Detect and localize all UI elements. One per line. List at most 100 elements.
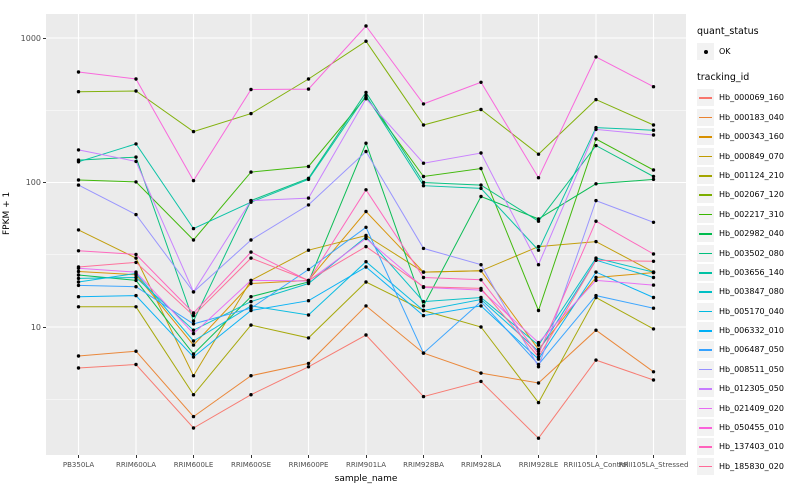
line-key-icon bbox=[697, 380, 714, 398]
data-point bbox=[191, 328, 196, 332]
data-point bbox=[76, 273, 81, 277]
data-point bbox=[651, 275, 656, 280]
data-point bbox=[364, 260, 368, 264]
legend-item-label: Hb_006487_050 bbox=[719, 345, 784, 355]
data-point bbox=[134, 142, 138, 146]
x-tick-label: RRIM600SE bbox=[230, 461, 272, 469]
data-point bbox=[651, 177, 656, 182]
data-point bbox=[191, 352, 196, 356]
legend-item-Hb_003656_140: Hb_003656_140 bbox=[697, 263, 800, 281]
data-point bbox=[306, 87, 311, 91]
data-point bbox=[421, 394, 426, 399]
data-point bbox=[421, 270, 426, 274]
legend-item-label: Hb_005170_040 bbox=[719, 306, 784, 316]
legend-item-label: Hb_003656_140 bbox=[719, 267, 784, 277]
data-point bbox=[536, 343, 541, 347]
line-key-icon bbox=[697, 322, 714, 340]
data-point bbox=[306, 361, 311, 366]
legend-item-Hb_021409_020: Hb_021409_020 bbox=[697, 399, 800, 417]
data-point bbox=[364, 24, 368, 28]
data-point bbox=[421, 308, 426, 313]
data-point bbox=[191, 355, 196, 359]
legend-item-Hb_003502_080: Hb_003502_080 bbox=[697, 244, 800, 262]
y-tick-label: 1000 bbox=[20, 33, 41, 43]
data-point bbox=[191, 290, 196, 294]
data-point bbox=[594, 127, 598, 132]
data-point bbox=[134, 252, 138, 257]
data-point bbox=[594, 182, 598, 186]
x-tick-label: RRIM600LE bbox=[173, 461, 214, 469]
data-point bbox=[364, 265, 368, 269]
data-point bbox=[536, 244, 541, 249]
data-point bbox=[651, 220, 656, 224]
data-point bbox=[134, 89, 138, 93]
legend-item-label: Hb_012305_050 bbox=[719, 384, 784, 394]
legend-item-Hb_001124_210: Hb_001124_210 bbox=[697, 166, 800, 184]
legend-item-Hb_003847_080: Hb_003847_080 bbox=[697, 283, 800, 301]
y-tick-mark bbox=[43, 182, 46, 183]
data-point bbox=[134, 362, 138, 367]
data-point bbox=[191, 343, 196, 347]
line-key-icon bbox=[697, 283, 714, 301]
legend-item-label: Hb_002067_120 bbox=[719, 190, 784, 200]
data-point bbox=[479, 269, 483, 273]
data-point bbox=[479, 263, 483, 267]
data-point bbox=[191, 319, 196, 323]
data-point bbox=[364, 141, 368, 145]
x-tick-mark bbox=[78, 455, 79, 458]
data-point bbox=[306, 203, 311, 207]
data-point bbox=[364, 93, 368, 98]
data-point bbox=[134, 212, 138, 217]
line-key-icon bbox=[697, 186, 714, 204]
x-tick-mark bbox=[365, 455, 367, 458]
x-tick-mark bbox=[193, 455, 194, 458]
legend-item-label: Hb_002217_310 bbox=[719, 209, 784, 219]
data-point bbox=[536, 219, 541, 223]
legend-item-Hb_000849_070: Hb_000849_070 bbox=[697, 147, 800, 165]
data-point bbox=[191, 331, 196, 336]
line-key-icon bbox=[697, 89, 714, 107]
data-point bbox=[364, 39, 368, 43]
data-point bbox=[191, 339, 196, 343]
data-point bbox=[594, 219, 598, 223]
data-point bbox=[364, 90, 368, 95]
data-point bbox=[364, 225, 368, 229]
data-point bbox=[421, 174, 426, 179]
legend-item-label: Hb_000183_040 bbox=[719, 112, 784, 122]
legend-item-Hb_012305_050: Hb_012305_050 bbox=[697, 380, 800, 398]
data-point bbox=[306, 196, 311, 200]
data-point bbox=[364, 97, 368, 101]
data-point bbox=[536, 248, 541, 252]
data-point bbox=[191, 374, 196, 378]
data-point bbox=[651, 270, 656, 274]
data-point bbox=[421, 313, 426, 318]
data-point bbox=[191, 393, 196, 397]
data-point bbox=[536, 176, 541, 180]
data-point bbox=[594, 55, 598, 59]
line-key-icon bbox=[697, 360, 714, 378]
line-key-icon bbox=[697, 302, 714, 320]
data-point bbox=[249, 111, 253, 116]
data-point bbox=[249, 281, 253, 286]
data-point bbox=[191, 226, 196, 231]
legend-item-label: Hb_003847_080 bbox=[719, 287, 784, 297]
data-point bbox=[249, 198, 253, 203]
data-point bbox=[191, 414, 196, 419]
legend-item-label: Hb_050455_010 bbox=[719, 423, 784, 433]
data-point bbox=[306, 248, 311, 252]
data-point bbox=[76, 183, 81, 187]
data-point bbox=[594, 358, 598, 362]
data-point bbox=[76, 249, 81, 253]
data-point bbox=[306, 278, 311, 283]
data-point bbox=[76, 70, 81, 74]
data-point bbox=[479, 80, 483, 85]
x-axis-title: sample_name bbox=[334, 474, 398, 484]
data-point bbox=[76, 228, 81, 232]
x-tick-mark bbox=[480, 455, 482, 458]
data-point bbox=[76, 178, 81, 182]
data-point bbox=[651, 174, 656, 179]
line-key-icon bbox=[697, 205, 714, 223]
data-point bbox=[421, 246, 426, 251]
data-point bbox=[651, 378, 656, 382]
data-point bbox=[134, 159, 138, 164]
